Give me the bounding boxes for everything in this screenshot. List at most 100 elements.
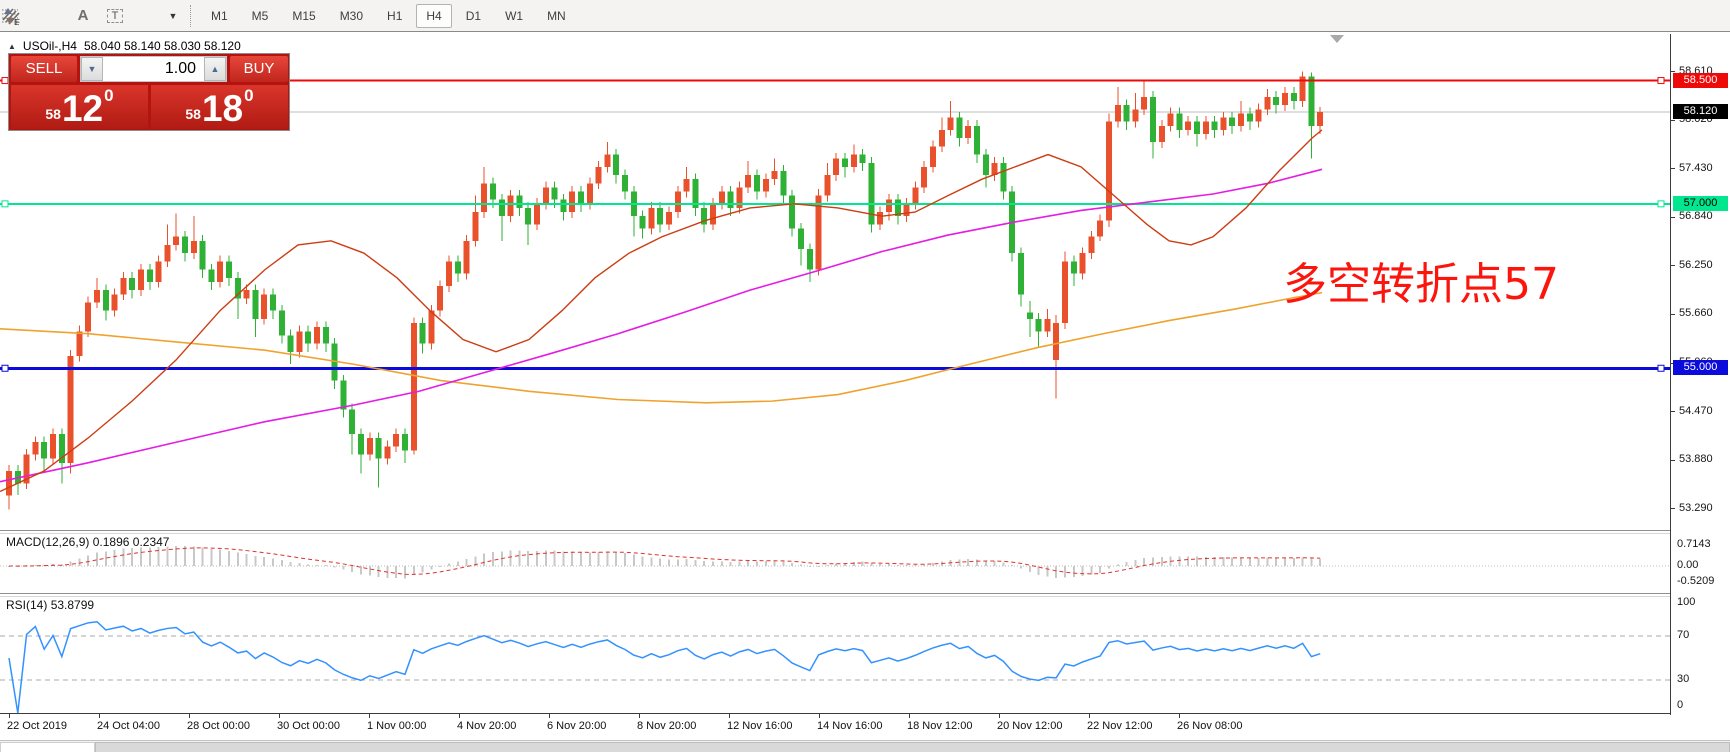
macd-chart xyxy=(0,545,1670,579)
buy-button[interactable]: BUY xyxy=(230,56,288,82)
green-support-line-handle[interactable] xyxy=(1657,200,1665,208)
symbol-title: USOil-,H4 xyxy=(22,39,77,53)
timeframe-button-mn[interactable]: MN xyxy=(547,8,566,23)
price-axis-label: 53.880 xyxy=(1679,453,1713,466)
date-axis-label: 14 Nov 16:00 xyxy=(817,720,883,732)
main-chart xyxy=(0,71,1670,510)
macd-signal-line xyxy=(8,547,1321,575)
arrows-objects-icon[interactable] xyxy=(4,4,160,28)
price-axis-label: 53.290 xyxy=(1679,501,1713,514)
price-axis-label: 56.250 xyxy=(1679,258,1713,271)
date-axis-tick xyxy=(639,714,640,718)
chart-header: ▲ USOil-,H4 58.040 58.140 58.030 58.120 xyxy=(8,39,241,53)
volume-input[interactable] xyxy=(103,57,204,81)
blue-support-line-handle[interactable] xyxy=(1,364,9,372)
buy-price-display[interactable]: 58 18 0 xyxy=(151,85,288,129)
date-axis-tick xyxy=(9,714,10,718)
ohlc-values: 58.040 58.140 58.030 58.120 xyxy=(83,39,241,53)
date-axis-tick xyxy=(909,714,910,718)
date-axis-label: 6 Nov 20:00 xyxy=(547,720,607,732)
volume-decrease-button[interactable]: ▼ xyxy=(81,57,103,81)
date-axis-tick xyxy=(459,714,460,718)
date-axis-tick xyxy=(729,714,730,718)
price-axis-label: 55.660 xyxy=(1679,307,1713,319)
timeframe-bar: M1 M5 M15 M30 H1 H4 D1 W1 MN xyxy=(199,3,578,28)
rsi-axis-label: 30 xyxy=(1677,673,1690,685)
date-axis-label: 22 Nov 12:00 xyxy=(1087,720,1153,732)
timeframe-button-m5[interactable]: M5 xyxy=(251,8,269,23)
rsi-axis-zero-label: 0 xyxy=(1677,699,1684,711)
volume-control: ▼ ▲ xyxy=(80,56,227,82)
price-axis-tick xyxy=(1671,411,1675,413)
price-axis-tick xyxy=(1671,459,1675,461)
date-axis-label: 8 Nov 20:00 xyxy=(637,720,697,732)
svg-text:F: F xyxy=(15,18,20,26)
green-level-badge: 57.000 xyxy=(1673,195,1728,211)
date-axis-tick xyxy=(1089,714,1090,718)
date-axis-label: 20 Nov 12:00 xyxy=(997,720,1063,732)
date-axis-label: 4 Nov 20:00 xyxy=(457,720,517,732)
timeframe-button-h4[interactable]: H4 xyxy=(416,3,452,28)
macd-axis-label: 0.00 xyxy=(1677,559,1699,571)
date-axis-label: 1 Nov 00:00 xyxy=(367,720,427,732)
price-axis-tick xyxy=(1671,168,1675,169)
rsi-chart xyxy=(0,620,1670,713)
macd-value-main: 0.1896 xyxy=(92,535,130,549)
macd-axis-label: -0.5209 xyxy=(1677,574,1715,587)
timeframe-button-d1[interactable]: D1 xyxy=(465,8,482,23)
date-axis-tick xyxy=(369,714,370,718)
price-axis-tick xyxy=(1671,216,1675,218)
macd-splitter[interactable] xyxy=(0,530,1670,534)
date-axis-tick xyxy=(1179,714,1180,718)
top-toolbar: E F A T ▼ M1 M5 M15 M30 H1 H4 D1 W1 MN xyxy=(0,0,1730,32)
collapse-trade-panel-icon[interactable]: ▲ xyxy=(8,41,16,51)
date-axis-tick xyxy=(99,714,100,718)
scrollbar-thumb[interactable] xyxy=(95,742,1730,752)
rsi-splitter[interactable] xyxy=(0,593,1670,597)
scrollbar-track-left[interactable] xyxy=(0,742,95,752)
blue-level-badge: 55.000 xyxy=(1673,360,1728,376)
date-axis-label: 28 Oct 00:00 xyxy=(187,720,250,732)
resistance-price-badge: 58.500 xyxy=(1673,72,1728,88)
macd-axis-label: 0.7143 xyxy=(1677,537,1711,550)
ma-magenta-line xyxy=(0,168,1323,483)
date-axis-label: 18 Nov 12:00 xyxy=(907,720,973,732)
rsi-value: 53.8799 xyxy=(50,598,95,612)
objects-dropdown-caret-icon[interactable]: ▼ xyxy=(168,10,178,21)
macd-value-signal: 0.2347 xyxy=(132,535,170,549)
chart-text-annotation[interactable]: 多空转折点57 xyxy=(1283,259,1559,310)
sell-button[interactable]: SELL xyxy=(11,56,77,82)
price-axis-label: 54.470 xyxy=(1679,404,1713,417)
chart-window: ▲ USOil-,H4 58.040 58.140 58.030 58.120 … xyxy=(0,31,1730,752)
resistance-line-handle[interactable] xyxy=(1657,77,1665,85)
timeframe-button-m30[interactable]: M30 xyxy=(339,8,364,23)
timeframe-button-w1[interactable]: W1 xyxy=(505,8,524,23)
text-box-icon[interactable]: T xyxy=(102,4,128,28)
date-axis-tick xyxy=(189,714,190,718)
price-axis-tick xyxy=(1671,119,1675,121)
macd-histogram xyxy=(8,545,1322,579)
date-axis-label: 30 Oct 00:00 xyxy=(277,720,340,732)
rsi-label: RSI(14) 53.8799 xyxy=(6,598,95,612)
rsi-axis-label: 100 xyxy=(1677,596,1696,608)
timeframe-button-m1[interactable]: M1 xyxy=(211,8,228,23)
date-axis-label: 24 Oct 04:00 xyxy=(97,720,160,732)
timeframe-button-h1[interactable]: H1 xyxy=(387,8,403,23)
price-axis-label: 57.430 xyxy=(1679,161,1713,174)
rsi-line xyxy=(8,620,1321,713)
current-price-badge: 58.120 xyxy=(1673,103,1728,119)
horizontal-scrollbar xyxy=(0,740,1730,752)
text-label-icon[interactable]: A xyxy=(77,7,89,24)
chart-shift-marker-icon[interactable] xyxy=(1330,35,1344,43)
timeframe-button-m15[interactable]: M15 xyxy=(292,8,316,23)
svg-text:E: E xyxy=(14,18,19,26)
volume-increase-button[interactable]: ▲ xyxy=(204,57,226,81)
sell-price-display[interactable]: 58 12 0 xyxy=(11,85,148,129)
price-axis-tick xyxy=(1671,265,1675,266)
blue-support-line-handle[interactable] xyxy=(1657,364,1665,372)
fibo-grid-icon[interactable]: F xyxy=(2,4,64,28)
ma-vermillion-line xyxy=(0,129,1323,493)
green-support-line-handle[interactable] xyxy=(1,200,9,208)
date-axis-label: 22 Oct 2019 xyxy=(7,720,67,732)
toolbar-separator xyxy=(190,4,191,27)
